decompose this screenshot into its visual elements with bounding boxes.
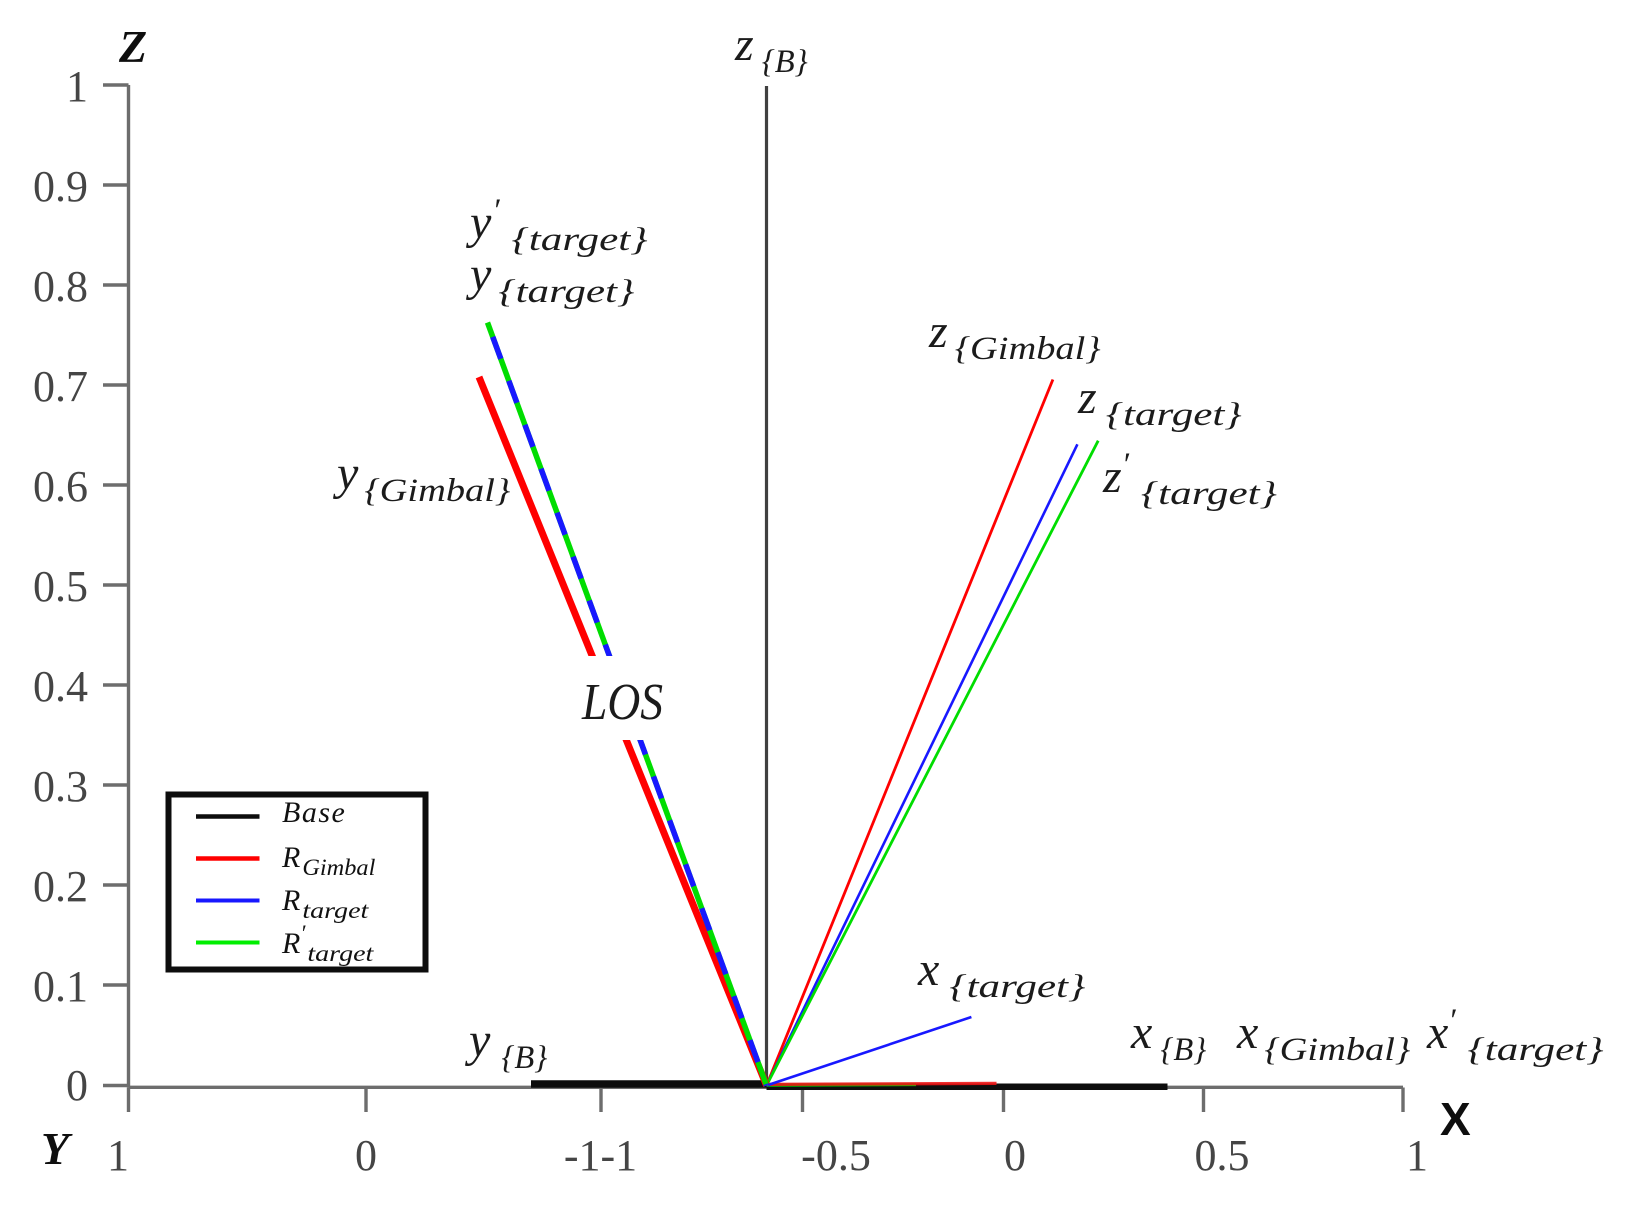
svg-text:0: 0 <box>1004 1131 1026 1180</box>
svg-text:0.9: 0.9 <box>33 162 88 211</box>
svg-text:0: 0 <box>355 1131 377 1180</box>
svg-text:1: 1 <box>1406 1131 1428 1180</box>
svg-text:0.5: 0.5 <box>1195 1131 1250 1180</box>
svg-text:1: 1 <box>66 62 88 111</box>
svg-text:X: X <box>1440 1093 1471 1145</box>
svg-text:-1-1: -1-1 <box>564 1131 637 1180</box>
svg-text:0.4: 0.4 <box>33 662 88 711</box>
svg-text:-0.5: -0.5 <box>801 1131 871 1180</box>
svg-text:Y: Y <box>41 1123 73 1174</box>
svg-text:0: 0 <box>66 1061 88 1110</box>
svg-text:0.1: 0.1 <box>33 962 88 1011</box>
svg-text:1: 1 <box>107 1131 129 1180</box>
svg-text:0.6: 0.6 <box>33 462 88 511</box>
svg-text:0.8: 0.8 <box>33 262 88 311</box>
svg-text:x{B}: x {B} <box>1130 1006 1206 1068</box>
svg-text:0.2: 0.2 <box>33 862 88 911</box>
svg-text:0.7: 0.7 <box>33 362 88 411</box>
svg-text:LOS: LOS <box>581 674 663 731</box>
svg-text:0.5: 0.5 <box>33 562 88 611</box>
svg-text:Z: Z <box>118 21 147 72</box>
svg-text:0.3: 0.3 <box>33 762 88 811</box>
svg-text:Base: Base <box>282 796 346 829</box>
